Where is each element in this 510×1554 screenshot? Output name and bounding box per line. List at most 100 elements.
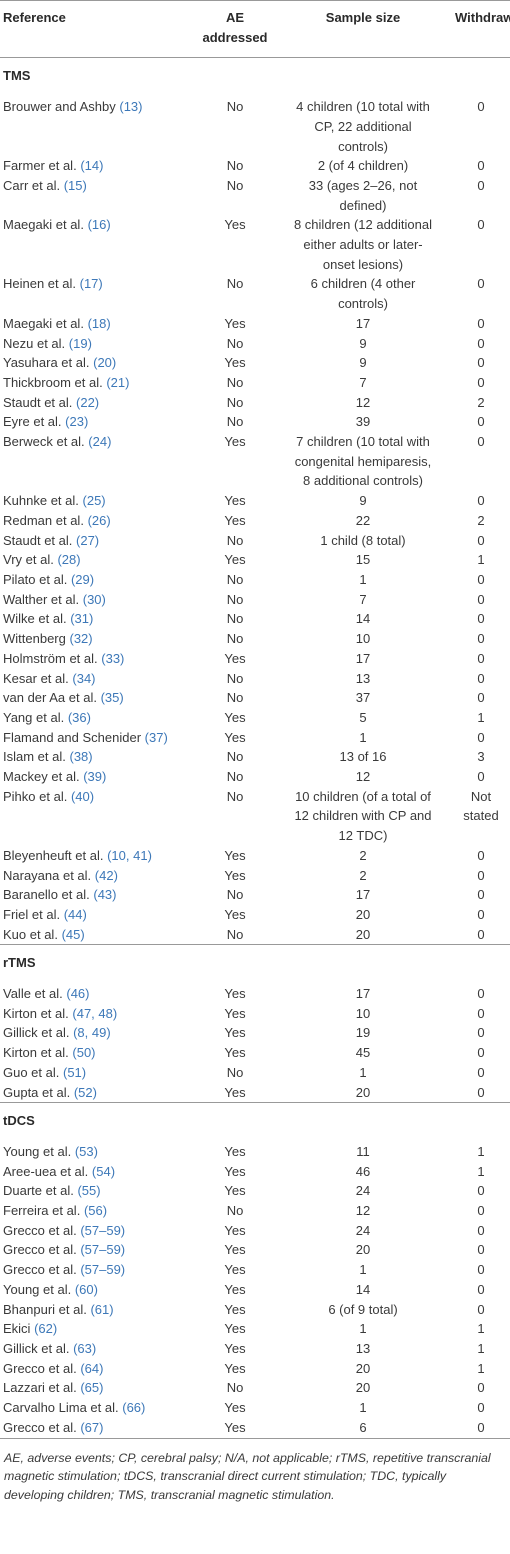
citation: (52) [73, 1084, 97, 1100]
reference-name: Carr et al. [3, 177, 61, 193]
table-row: Bleyenheuft et al. (10, 41) Yes 2 0 [0, 846, 510, 866]
ae-cell: No [226, 631, 244, 647]
sample-cell: 46 [355, 1163, 371, 1179]
withdraws-cell: 0 [477, 1419, 485, 1435]
reference-name: Mackey et al. [3, 769, 80, 785]
citation: (21) [106, 374, 130, 390]
reference-cell: Yang et al. (36) [0, 708, 196, 728]
reference-cell: Farmer et al. (14) [0, 156, 196, 176]
sample-cell: 20 [355, 906, 371, 922]
citation: (43) [93, 887, 117, 903]
reference-cell: Ekici (62) [0, 1319, 196, 1339]
withdraws-cell: 0 [477, 1242, 485, 1258]
table-row: Staudt et al. (22) No 12 2 [0, 393, 510, 413]
sample-cell: 13 [355, 670, 371, 686]
ae-cell: Yes [224, 1242, 246, 1258]
reference-cell: Heinen et al. (17) [0, 274, 196, 313]
footnote: AE, adverse events; CP, cerebral palsy; … [4, 1450, 491, 1502]
reference-cell: Vry et al. (28) [0, 550, 196, 570]
citation: (35) [100, 690, 124, 706]
table-row: Thickbroom et al. (21) No 7 0 [0, 373, 510, 393]
withdraws-cell: 0 [477, 1222, 485, 1238]
ae-cell: No [226, 158, 244, 174]
table-row: Pihko et al. (40) No 10 children (of a tot… [0, 787, 510, 846]
withdraws-cell: 0 [477, 335, 485, 351]
withdraws-cell: 0 [477, 1281, 485, 1297]
reference-name: Yang et al. [3, 709, 65, 725]
citation: (15) [63, 177, 87, 193]
reference-name: Wilke et al. [3, 611, 67, 627]
ae-cell: No [226, 276, 244, 292]
table-row: Carr et al. (15) No 33 (ages 2–26, not def… [0, 176, 510, 215]
withdraws-cell: 2 [477, 512, 485, 528]
reference-name: Kuo et al. [3, 926, 58, 942]
citation: (54) [91, 1163, 116, 1179]
citation: (26) [87, 512, 111, 528]
sample-cell: 22 [355, 512, 371, 528]
ae-cell: Yes [224, 1163, 246, 1179]
withdraws-cell: 0 [477, 99, 485, 115]
reference-name: Nezu et al. [3, 335, 66, 351]
reference-name: Narayana et al. [3, 867, 92, 883]
withdraws-cell: 1 [477, 552, 485, 568]
sample-cell: 24 [355, 1183, 371, 1199]
reference-name: Brouwer and Ashby [3, 99, 116, 115]
sample-cell: 20 [355, 926, 371, 942]
withdraws-cell: 0 [477, 1262, 485, 1278]
ae-cell: Yes [224, 729, 246, 745]
withdraws-cell: 0 [477, 769, 485, 785]
reference-name: Islam et al. [3, 749, 66, 765]
sample-cell: 1 [359, 1064, 367, 1080]
ae-cell: No [226, 532, 244, 548]
reference-name: Holmström et al. [3, 650, 98, 666]
reference-cell: Grecco et al. (57–59) [0, 1240, 196, 1260]
ae-cell: Yes [224, 1419, 246, 1435]
table-row: Kirton et al. (47, 48) Yes 10 0 [0, 1004, 510, 1024]
ae-cell: Yes [224, 1183, 246, 1199]
table-row: Mackey et al. (39) No 12 0 [0, 767, 510, 787]
citation: (32) [69, 631, 93, 647]
reference-name: Grecco et al. [3, 1222, 77, 1238]
table-row: Yasuhara et al. (20) Yes 9 0 [0, 353, 510, 373]
reference-cell: Yasuhara et al. (20) [0, 353, 196, 373]
sample-cell: 6 (of 9 total) [328, 1301, 398, 1317]
sample-cell: 12 [355, 1203, 371, 1219]
withdraws-cell: 0 [477, 729, 485, 745]
table-row: Holmström et al. (33) Yes 17 0 [0, 649, 510, 669]
withdraws-cell: 0 [477, 986, 485, 1002]
reference-cell: Bleyenheuft et al. (10, 41) [0, 846, 196, 866]
reference-cell: van der Aa et al. (35) [0, 688, 196, 708]
reference-cell: Staudt et al. (22) [0, 393, 196, 413]
citation: (42) [94, 867, 118, 883]
reference-name: Wittenberg [3, 631, 66, 647]
sample-cell: 1 [359, 1400, 367, 1416]
reference-cell: Carr et al. (15) [0, 176, 196, 215]
sample-cell: 14 [355, 611, 371, 627]
sample-cell: 11 [356, 1143, 370, 1159]
citation: (40) [70, 788, 95, 804]
citation: (16) [87, 217, 111, 233]
withdraws-cell: 1 [477, 709, 485, 725]
sample-cell: 9 [359, 355, 367, 371]
sample-cell: 12 [355, 394, 371, 410]
reference-cell: Narayana et al. (42) [0, 866, 196, 886]
citation: (65) [80, 1380, 104, 1396]
reference-name: Pilato et al. [3, 571, 68, 587]
reference-name: Maegaki et al. [3, 315, 84, 331]
reference-name: Eyre et al. [3, 414, 62, 430]
sample-cell: 8 children (12 additional either adults … [293, 217, 433, 272]
table-row: Farmer et al. (14) No 2 (of 4 children) 0 [0, 156, 510, 176]
withdraws-cell: 0 [477, 670, 485, 686]
citation: (62) [34, 1321, 58, 1337]
reference-cell: Kuo et al. (45) [0, 925, 196, 945]
table-row: Ekici (62) Yes 1 1 [0, 1319, 510, 1339]
reference-name: Kesar et al. [3, 670, 69, 686]
table-row: Berweck et al. (24) Yes 7 children (10 tot… [0, 432, 510, 491]
citation: (13) [119, 99, 143, 115]
sample-cell: 2 [359, 867, 367, 883]
ae-cell: Yes [224, 315, 246, 331]
ae-cell: No [226, 749, 244, 765]
reference-cell: Eyre et al. (23) [0, 412, 196, 432]
table-row: Kesar et al. (34) No 13 0 [0, 669, 510, 689]
